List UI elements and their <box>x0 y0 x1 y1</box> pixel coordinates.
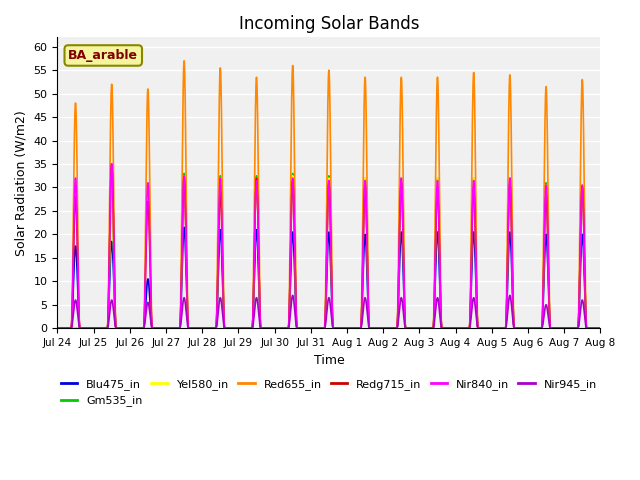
Nir945_in <box>404 325 412 331</box>
Redg715_in <box>170 325 177 331</box>
Gm535_in <box>170 325 177 331</box>
Nir945_in <box>596 325 604 331</box>
Redg715_in <box>595 325 602 331</box>
Blu475_in <box>595 325 602 331</box>
Red655_in <box>257 325 264 331</box>
Blu475_in <box>481 325 489 331</box>
Line: Blu475_in: Blu475_in <box>58 228 600 328</box>
Y-axis label: Solar Radiation (W/m2): Solar Radiation (W/m2) <box>15 110 28 256</box>
Red655_in <box>164 325 172 331</box>
Red655_in <box>404 325 412 331</box>
Yel580_in <box>481 325 489 331</box>
Red655_in <box>596 325 604 331</box>
Blu475_in <box>170 325 177 331</box>
Line: Nir840_in: Nir840_in <box>58 164 600 328</box>
Yel580_in <box>257 325 264 331</box>
Nir945_in <box>170 325 177 331</box>
Blu475_in <box>180 225 188 230</box>
Nir840_in <box>595 325 602 331</box>
Redg715_in <box>404 325 412 331</box>
Yel580_in <box>596 325 604 331</box>
Nir840_in <box>596 325 604 331</box>
Nir945_in <box>164 325 172 331</box>
Nir945_in <box>481 325 488 331</box>
Blu475_in <box>164 325 172 331</box>
Gm535_in <box>180 170 188 176</box>
Yel580_in <box>164 325 172 331</box>
Nir840_in <box>404 325 412 331</box>
Yel580_in <box>404 325 412 331</box>
Line: Redg715_in: Redg715_in <box>58 164 600 328</box>
Title: Incoming Solar Bands: Incoming Solar Bands <box>239 15 419 33</box>
Nir945_in <box>595 325 602 331</box>
Line: Red655_in: Red655_in <box>58 61 600 328</box>
Line: Nir945_in: Nir945_in <box>58 295 600 328</box>
Gm535_in <box>257 325 264 331</box>
Nir840_in <box>170 325 177 331</box>
Blu475_in <box>404 325 412 331</box>
Nir945_in <box>257 325 264 331</box>
Red655_in <box>595 325 602 331</box>
Gm535_in <box>595 325 602 331</box>
Gm535_in <box>404 325 412 331</box>
Yel580_in <box>595 325 602 331</box>
Blu475_in <box>257 325 264 331</box>
Redg715_in <box>108 161 116 167</box>
Gm535_in <box>54 325 61 331</box>
Nir945_in <box>506 292 514 298</box>
Redg715_in <box>481 325 489 331</box>
Blu475_in <box>54 325 61 331</box>
Gm535_in <box>164 325 172 331</box>
Gm535_in <box>596 325 604 331</box>
X-axis label: Time: Time <box>314 354 344 367</box>
Redg715_in <box>54 325 61 331</box>
Yel580_in <box>54 325 61 331</box>
Redg715_in <box>164 325 172 331</box>
Nir840_in <box>108 161 116 167</box>
Red655_in <box>54 325 61 331</box>
Nir840_in <box>54 325 61 331</box>
Line: Gm535_in: Gm535_in <box>58 173 600 328</box>
Gm535_in <box>481 325 489 331</box>
Nir945_in <box>54 325 61 331</box>
Red655_in <box>180 58 188 64</box>
Text: BA_arable: BA_arable <box>68 49 138 62</box>
Nir840_in <box>164 325 172 331</box>
Redg715_in <box>596 325 604 331</box>
Redg715_in <box>257 325 264 331</box>
Yel580_in <box>180 173 188 179</box>
Yel580_in <box>170 325 177 331</box>
Red655_in <box>170 325 177 331</box>
Line: Yel580_in: Yel580_in <box>58 176 600 328</box>
Legend: Blu475_in, Gm535_in, Yel580_in, Red655_in, Redg715_in, Nir840_in, Nir945_in: Blu475_in, Gm535_in, Yel580_in, Red655_i… <box>56 374 602 411</box>
Nir840_in <box>481 325 489 331</box>
Red655_in <box>481 325 489 331</box>
Blu475_in <box>596 325 604 331</box>
Nir840_in <box>257 325 264 331</box>
